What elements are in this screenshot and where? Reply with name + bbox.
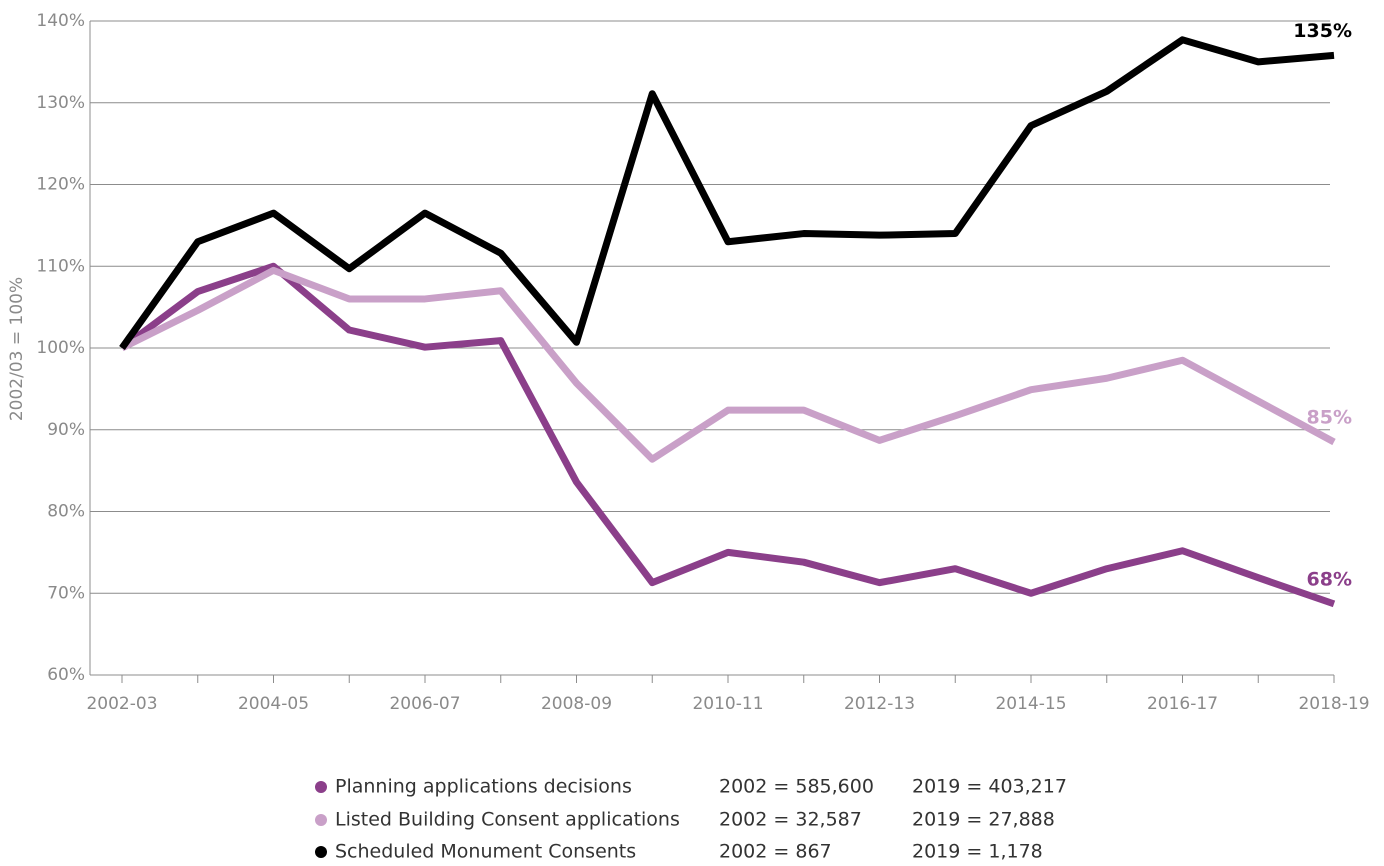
series-line xyxy=(120,266,1336,463)
legend-detail: 2019 = 1,178 xyxy=(912,841,1043,863)
y-tick-label: 70% xyxy=(47,583,85,603)
x-tick-label: 2006-07 xyxy=(389,694,460,714)
y-tick-label: 90% xyxy=(47,420,85,440)
y-axis-label: 2002/03 = 100% xyxy=(7,277,27,421)
x-tick-label: 2004-05 xyxy=(238,694,309,714)
series-line xyxy=(119,36,1335,351)
y-tick-label: 100% xyxy=(36,338,85,358)
y-tick-label: 140% xyxy=(36,11,85,31)
x-tick-label: 2008-09 xyxy=(541,694,612,714)
end-label: 85% xyxy=(1307,407,1352,429)
x-tick-label: 2018-19 xyxy=(1298,694,1369,714)
y-tick-label: 80% xyxy=(47,502,85,522)
legend-detail: 2002 = 867 xyxy=(719,841,832,863)
y-tick-label: 130% xyxy=(36,93,85,113)
legend-detail: 2002 = 585,600 xyxy=(719,776,874,798)
x-tick-label: 2010-11 xyxy=(692,694,763,714)
legend-label: Listed Building Consent applications xyxy=(335,809,680,831)
legend-marker xyxy=(315,846,327,858)
x-tick-label: 2016-17 xyxy=(1147,694,1218,714)
legend-detail: 2019 = 27,888 xyxy=(912,809,1055,831)
legend-label: Planning applications decisions xyxy=(335,776,632,798)
x-tick-label: 2012-13 xyxy=(844,694,915,714)
x-tick-label: 2002-03 xyxy=(86,694,157,714)
y-tick-label: 60% xyxy=(47,665,85,685)
y-tick-label: 110% xyxy=(36,256,85,276)
end-label: 135% xyxy=(1293,20,1352,42)
legend-label: Scheduled Monument Consents xyxy=(335,841,636,863)
end-label: 68% xyxy=(1307,568,1352,590)
series-line xyxy=(119,262,1336,608)
legend-detail: 2002 = 32,587 xyxy=(719,809,862,831)
legend-detail: 2019 = 403,217 xyxy=(912,776,1067,798)
y-tick-label: 120% xyxy=(36,175,85,195)
legend-marker xyxy=(315,781,327,793)
legend-marker xyxy=(315,814,327,826)
x-tick-label: 2014-15 xyxy=(995,694,1066,714)
